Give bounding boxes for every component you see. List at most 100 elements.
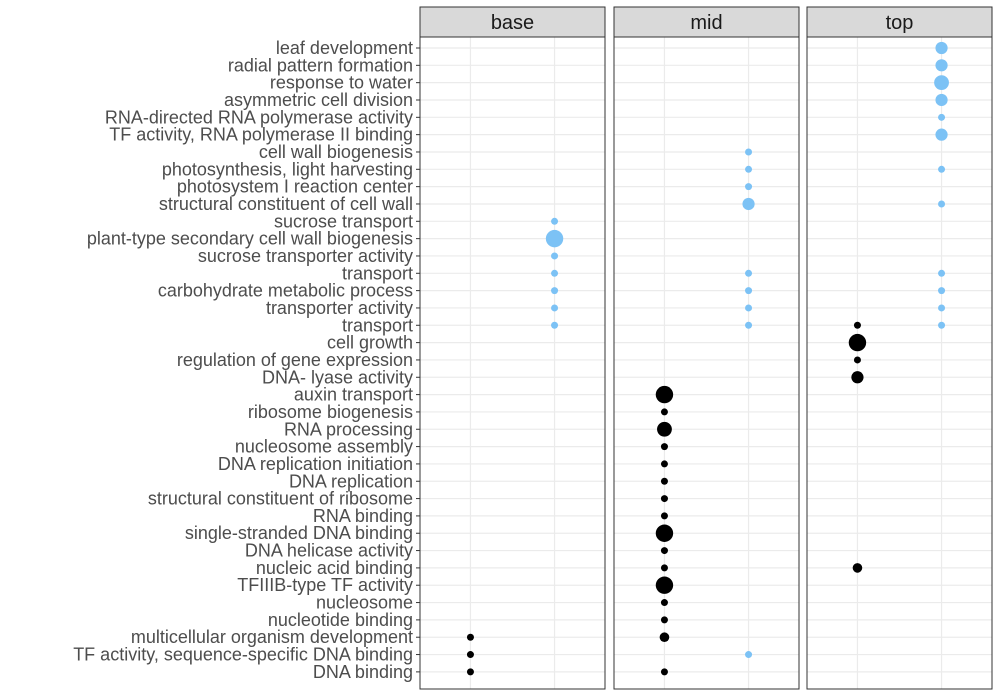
data-point-top (934, 75, 949, 91)
data-point-mid (660, 616, 668, 624)
data-point-mid (660, 408, 668, 416)
data-point-top (938, 165, 946, 173)
y-tick-label: sucrose transport (274, 211, 413, 231)
facet-strip-base (419, 6, 606, 38)
data-point-top (938, 113, 946, 121)
data-point-top (938, 287, 946, 295)
data-point-mid (660, 599, 668, 607)
panel-background (614, 37, 799, 689)
y-tick-label: transport (342, 315, 413, 335)
data-point-mid (659, 632, 670, 643)
data-point-top (935, 128, 948, 141)
y-tick-label: nucleotide binding (268, 610, 413, 630)
y-tick-label: DNA- lyase activity (262, 367, 413, 387)
facet-panel-base: base (419, 6, 606, 690)
data-point-mid (655, 524, 674, 542)
y-tick-label: TFIIIB-type TF activity (237, 575, 413, 595)
y-tick-label: radial pattern formation (228, 55, 413, 75)
data-point-mid (660, 512, 668, 520)
y-tick-label: transporter activity (266, 298, 413, 318)
data-point-mid (660, 443, 668, 451)
y-tick-label: DNA replication initiation (218, 454, 413, 474)
data-point-base (466, 668, 474, 676)
data-point-mid (745, 287, 753, 295)
facet-panels: base mid top (419, 6, 993, 690)
y-tick-label: transport (342, 263, 413, 283)
y-tick-label: multicellular organism development (131, 627, 413, 647)
data-point-base (551, 252, 559, 260)
data-point-top (935, 59, 948, 72)
facet-strip-mid (613, 6, 800, 38)
data-point-mid (745, 165, 753, 173)
y-tick-label: auxin transport (294, 385, 413, 405)
data-point-top (851, 371, 864, 384)
data-point-mid (745, 651, 753, 659)
data-point-mid (660, 668, 668, 676)
y-tick-label: nucleosome (316, 593, 413, 613)
data-point-top (938, 269, 946, 277)
y-tick-label: regulation of gene expression (177, 350, 413, 370)
data-point-mid (655, 385, 674, 404)
data-point-base (551, 321, 559, 329)
data-point-top (938, 304, 946, 312)
data-point-mid (657, 421, 672, 437)
data-point-base (551, 217, 559, 225)
y-tick-label: ribosome biogenesis (248, 402, 413, 422)
data-point-mid (655, 576, 674, 594)
data-point-top (938, 200, 946, 208)
y-tick-label: DNA helicase activity (245, 541, 413, 561)
y-tick-label: structural constituent of cell wall (159, 194, 413, 214)
y-tick-label: asymmetric cell division (224, 90, 413, 110)
y-tick-label: cell wall biogenesis (259, 142, 413, 162)
y-tick-label: RNA processing (284, 419, 413, 439)
panel-background (420, 37, 605, 689)
data-point-base (551, 287, 559, 295)
data-point-mid (660, 495, 668, 503)
y-tick-label: carbohydrate metabolic process (158, 281, 413, 301)
data-point-top (935, 41, 948, 55)
facet-panel-top: top (806, 6, 993, 690)
data-point-base (466, 651, 474, 659)
y-tick-label: photosystem I reaction center (177, 177, 413, 197)
y-tick-label: nucleic acid binding (256, 558, 413, 578)
data-point-top (938, 321, 946, 329)
y-tick-label: nucleosome assembly (235, 437, 413, 457)
y-tick-label: RNA-directed RNA polymerase activity (105, 107, 413, 127)
data-point-base (551, 304, 559, 312)
y-tick-label: leaf development (276, 38, 413, 58)
data-point-mid (660, 547, 668, 555)
y-tick-label: photosynthesis, light harvesting (162, 159, 413, 179)
data-point-top (853, 321, 861, 329)
data-point-base (551, 269, 559, 277)
panel-background (807, 37, 992, 689)
facet-label-top: top (886, 12, 914, 34)
y-tick-label: RNA binding (313, 506, 413, 526)
data-point-mid (745, 148, 753, 156)
data-point-mid (660, 460, 668, 468)
y-tick-label: cell growth (327, 333, 413, 353)
y-tick-label: DNA replication (289, 471, 413, 491)
facet-strip-top (806, 6, 993, 38)
facet-panel-mid: mid (613, 6, 800, 690)
data-point-base (466, 633, 474, 641)
data-point-top (848, 333, 867, 352)
data-points (466, 41, 949, 676)
data-point-mid (660, 477, 668, 485)
data-point-mid (745, 183, 753, 191)
y-tick-label: DNA binding (313, 662, 413, 682)
y-tick-label: structural constituent of ribosome (148, 489, 413, 509)
data-point-base (545, 229, 564, 248)
facet-label-base: base (491, 12, 534, 34)
y-tick-label: TF activity, RNA polymerase II binding (109, 125, 413, 145)
y-tick-label: single-stranded DNA binding (185, 523, 413, 543)
data-point-top (935, 93, 948, 107)
y-tick-label: TF activity, sequence-specific DNA bindi… (73, 645, 413, 665)
data-point-mid (745, 304, 753, 312)
y-tick-label: response to water (270, 73, 413, 93)
facet-label-mid: mid (690, 12, 722, 34)
data-point-mid (745, 321, 753, 329)
data-point-mid (745, 269, 753, 277)
data-point-top (853, 356, 861, 364)
